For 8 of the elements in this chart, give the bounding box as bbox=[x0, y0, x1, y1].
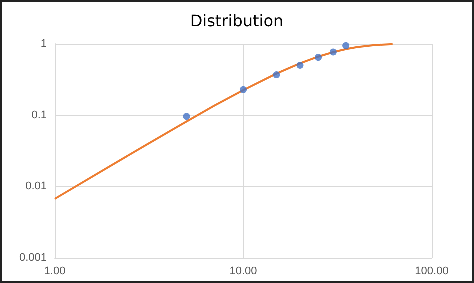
y-tick-label: 0.01 bbox=[26, 180, 47, 193]
chart-title: Distribution bbox=[190, 12, 284, 30]
y-tick-label: 1 bbox=[40, 38, 47, 50]
y-tick-label: 0.1 bbox=[32, 109, 47, 122]
y-tick-label: 0.001 bbox=[19, 252, 47, 264]
x-tick-label: 1.00 bbox=[44, 266, 66, 278]
x-tick-label: 10.00 bbox=[230, 266, 258, 278]
x-tick-label: 100.00 bbox=[415, 266, 449, 278]
